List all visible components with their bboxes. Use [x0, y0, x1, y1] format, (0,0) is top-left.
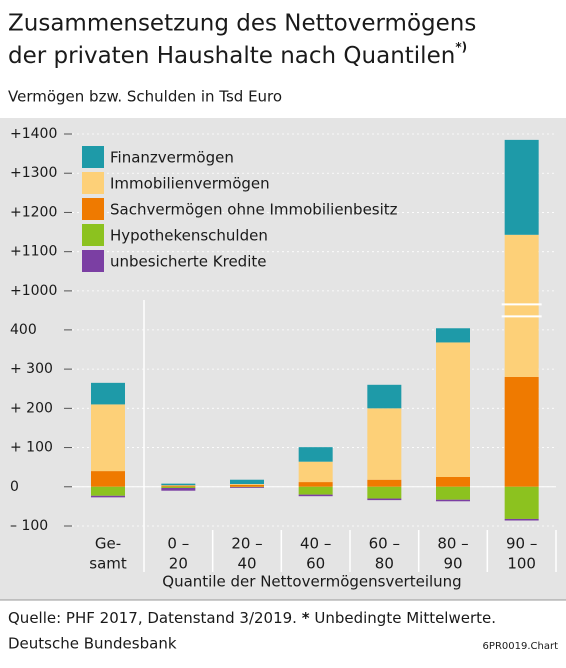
bar [298, 461, 333, 483]
title-note: *) [455, 40, 467, 54]
bar [230, 486, 264, 488]
y-tick-label: 400 [10, 322, 37, 338]
x-tick-label: 20 – [231, 535, 262, 553]
note-marker: * [302, 609, 310, 627]
y-tick-label: 0 [10, 479, 19, 495]
source: Quelle: PHF 2017, Datenstand 3/2019. [8, 609, 297, 627]
legend-swatch [82, 224, 104, 246]
bar [91, 495, 125, 498]
bar [298, 494, 333, 497]
bar [230, 484, 264, 487]
bar [298, 486, 333, 495]
bar [161, 485, 196, 486]
bar [367, 498, 402, 501]
legend-label: Immobilienvermögen [110, 175, 270, 193]
x-tick-label: 60 – [369, 535, 400, 553]
bar [230, 484, 264, 485]
legend-swatch [82, 198, 104, 220]
legend-label: unbesicherte Kredite [110, 253, 266, 271]
y-tick-label: + 300 [10, 361, 53, 377]
y-tick-label: +1300 [10, 165, 57, 181]
subtitle: Vermögen bzw. Schulden in Tsd Euro [8, 88, 282, 106]
bar [436, 499, 470, 502]
chart-code: 6PR0019.Chart [483, 641, 559, 652]
y-tick-label: +1200 [10, 204, 57, 220]
bar [161, 485, 196, 487]
y-tick-label: + 100 [10, 440, 53, 456]
bar [436, 486, 470, 500]
bar [91, 486, 125, 496]
publisher: Deutsche Bundesbank [8, 635, 177, 653]
y-tick-label: + 200 [10, 400, 53, 416]
chart-title: der privaten Haushalte nach Quantilen*) [8, 40, 467, 69]
x-tick-label: 100 [507, 555, 536, 573]
y-tick-label: +1000 [10, 283, 57, 299]
x-tick-label: 40 [237, 555, 256, 573]
x-tick-label: 40 – [300, 535, 331, 553]
bar [367, 408, 402, 480]
x-tick-label: 20 [169, 555, 188, 573]
bar [504, 234, 539, 377]
legend-label: Sachvermögen ohne Immobilienbesitz [110, 201, 398, 219]
legend-swatch [82, 172, 104, 194]
y-tick-label: +1100 [10, 244, 57, 260]
legend-label: Hypothekenschulden [110, 227, 268, 245]
legend-swatch [82, 146, 104, 168]
x-tick-label: 90 [443, 555, 462, 573]
bar [91, 471, 125, 487]
bar [161, 483, 196, 486]
x-tick-label: 60 [306, 555, 325, 573]
bar [367, 384, 402, 409]
chart-title: der privaten Haushalte nach Quantilen [8, 43, 455, 69]
chart-title: Zusammensetzung des Nettovermögens [8, 11, 476, 37]
x-tick-label: 0 – [167, 535, 189, 553]
x-tick-label: Ge- [95, 535, 121, 553]
x-tick-label: 80 [375, 555, 394, 573]
bar [230, 479, 264, 485]
x-tick-label: samt [89, 555, 127, 573]
note: Unbedingte Mittelwerte. [314, 609, 496, 627]
y-tick-label: +1400 [10, 126, 57, 142]
bar [436, 342, 470, 477]
bar [367, 479, 402, 487]
bar [504, 376, 539, 487]
x-tick-label: 90 – [506, 535, 537, 553]
y-tick-label: – 100 [10, 518, 48, 534]
source: Quelle: PHF 2017, Datenstand 3/2019. * U… [8, 609, 496, 627]
bar [161, 486, 196, 488]
bar [230, 487, 264, 488]
bar [91, 382, 125, 405]
bar [436, 476, 470, 487]
bar [504, 518, 539, 521]
bar [367, 486, 402, 499]
x-tick-label: 80 – [437, 535, 468, 553]
bar [298, 447, 333, 462]
x-axis-label: Quantile der Nettovermögensverteilung [162, 573, 461, 591]
legend-label: Finanzvermögen [110, 149, 234, 167]
bar [298, 482, 333, 487]
legend-swatch [82, 250, 104, 272]
bar [436, 328, 470, 343]
bar [504, 139, 539, 235]
bar [504, 486, 539, 519]
bar [161, 487, 196, 491]
bar [91, 404, 125, 472]
